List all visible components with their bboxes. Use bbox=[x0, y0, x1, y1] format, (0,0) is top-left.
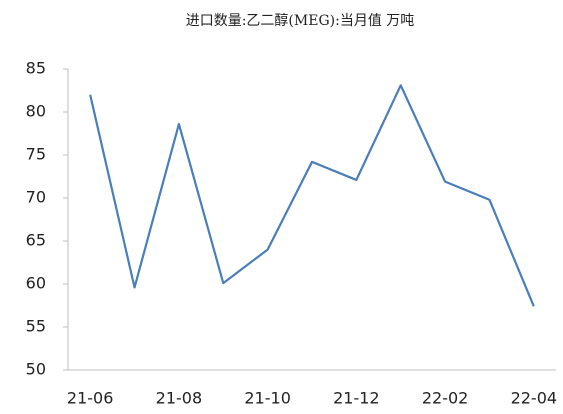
x-tick-label: 21-10 bbox=[244, 389, 291, 408]
x-tick-label: 21-06 bbox=[67, 389, 114, 408]
y-tick-label: 50 bbox=[26, 360, 46, 379]
y-tick-label: 55 bbox=[26, 317, 46, 336]
series-line bbox=[89, 84, 535, 307]
x-tick-label: 21-08 bbox=[156, 389, 203, 408]
y-tick-label: 60 bbox=[26, 274, 46, 293]
y-tick-label: 75 bbox=[26, 145, 46, 164]
y-tick-label: 85 bbox=[26, 59, 46, 78]
chart-title: 进口数量:乙二醇(MEG):当月值 万吨 bbox=[186, 12, 415, 29]
x-tick-label: 22-04 bbox=[511, 389, 558, 408]
y-tick-label: 65 bbox=[26, 231, 46, 250]
y-tick-label: 80 bbox=[26, 102, 46, 121]
y-tick-label: 70 bbox=[26, 188, 46, 207]
x-tick-label: 22-02 bbox=[422, 389, 469, 408]
x-tick-label: 21-12 bbox=[333, 389, 380, 408]
